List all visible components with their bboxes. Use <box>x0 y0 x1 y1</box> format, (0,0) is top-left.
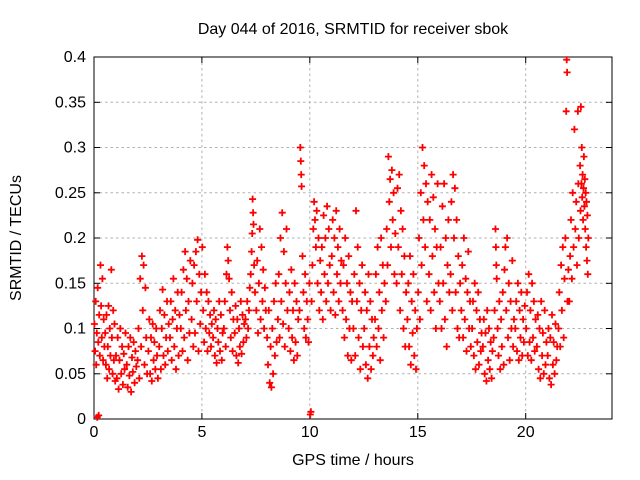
data-points <box>90 56 592 421</box>
svg-text:5: 5 <box>197 424 206 441</box>
svg-text:0.3: 0.3 <box>64 140 86 157</box>
svg-text:0: 0 <box>77 411 86 428</box>
svg-text:15: 15 <box>409 424 427 441</box>
svg-text:0.15: 0.15 <box>55 275 86 292</box>
x-axis-label: GPS time / hours <box>292 452 414 469</box>
svg-text:10: 10 <box>301 424 319 441</box>
svg-text:20: 20 <box>517 424 535 441</box>
svg-text:0.05: 0.05 <box>55 366 86 383</box>
svg-text:0.4: 0.4 <box>64 49 86 66</box>
svg-text:0.35: 0.35 <box>55 94 86 111</box>
x-tick-labels: 0 5 10 15 20 <box>90 424 535 441</box>
svg-text:0.2: 0.2 <box>64 230 86 247</box>
svg-text:0: 0 <box>90 424 99 441</box>
svg-text:0.1: 0.1 <box>64 321 86 338</box>
gridlines <box>94 57 612 419</box>
svg-text:0.25: 0.25 <box>55 185 86 202</box>
chart-title: Day 044 of 2016, SRMTID for receiver sbo… <box>197 21 509 38</box>
y-tick-labels: 0 0.05 0.1 0.15 0.2 0.25 0.3 0.35 0.4 <box>55 49 86 428</box>
